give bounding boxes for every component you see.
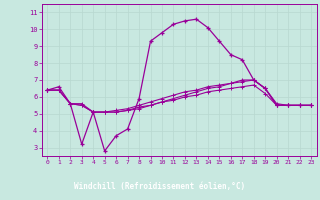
Text: Windchill (Refroidissement éolien,°C): Windchill (Refroidissement éolien,°C) (75, 182, 245, 192)
